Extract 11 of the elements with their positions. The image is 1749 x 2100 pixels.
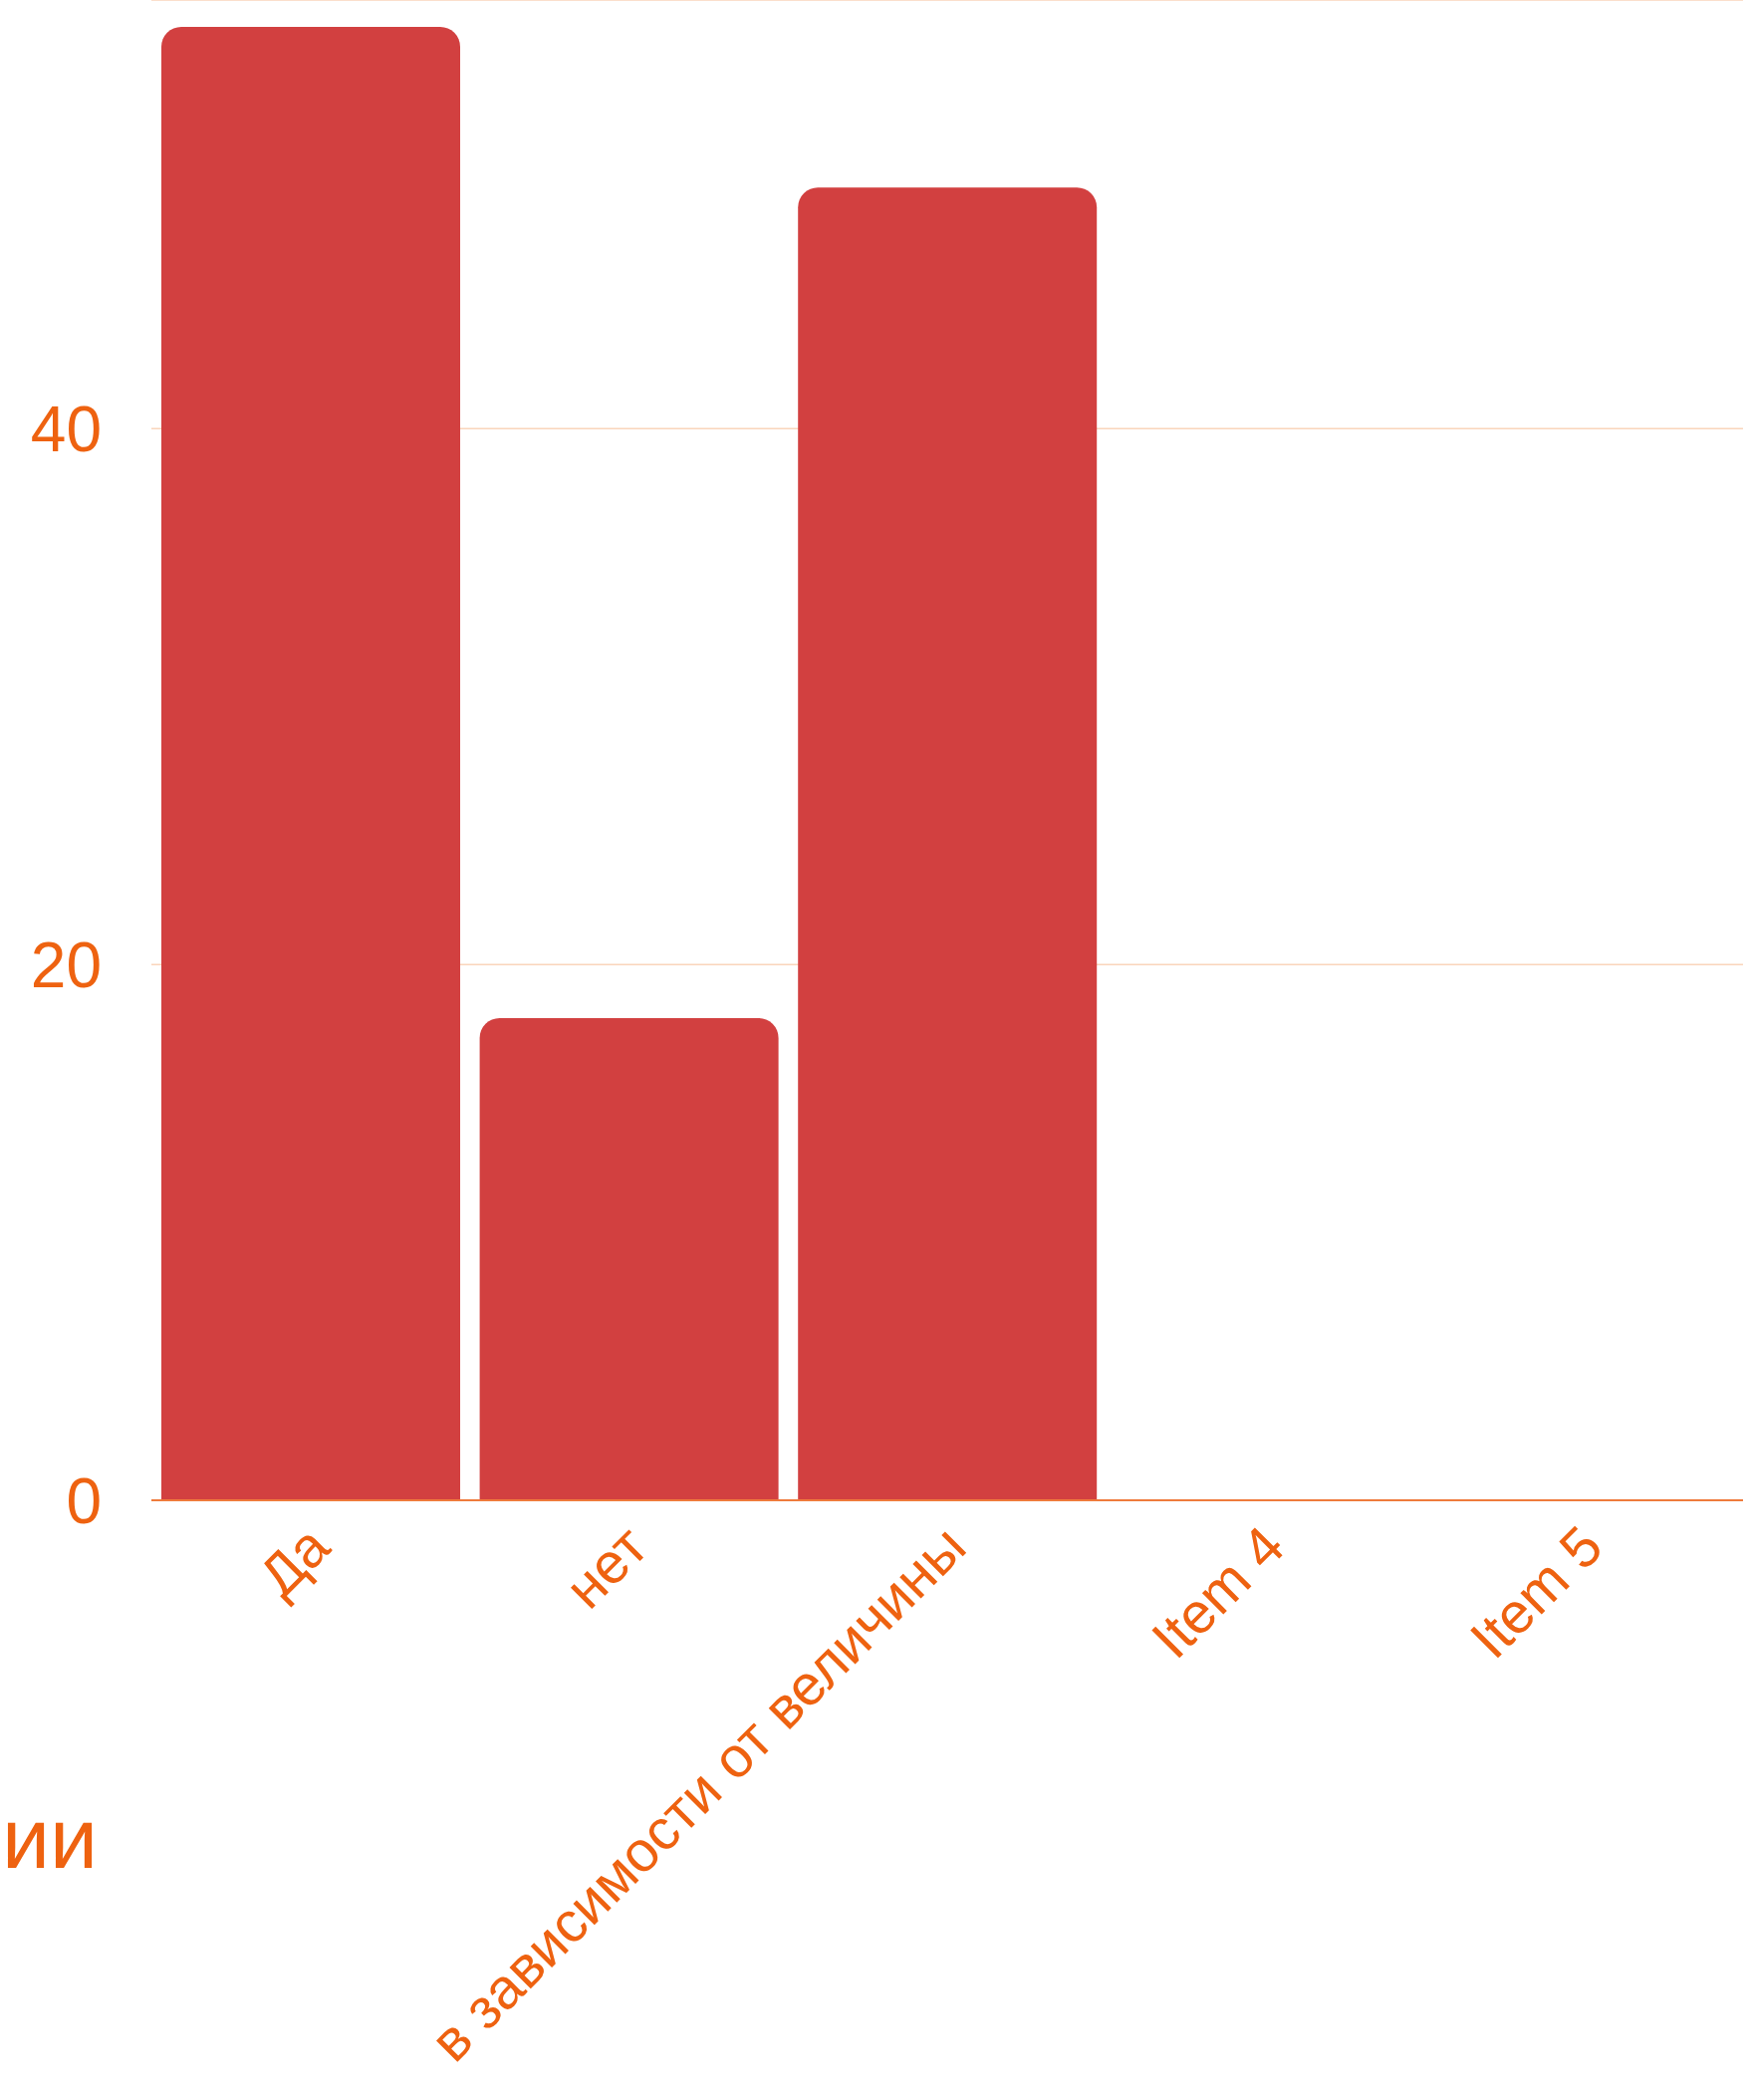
bar xyxy=(479,1017,779,1500)
x-tick-label: Да xyxy=(246,1513,342,1609)
bar xyxy=(161,26,460,1500)
y-tick-label: 20 xyxy=(30,928,102,1001)
bar xyxy=(798,187,1098,1500)
x-tick-label: нет xyxy=(552,1513,659,1621)
x-tick-label: Item 5 xyxy=(1457,1513,1615,1671)
y-tick-label: 0 xyxy=(66,1464,102,1537)
text: ии xyxy=(2,1789,99,1888)
y-tick-label: 40 xyxy=(30,394,102,466)
x-tick-label: Item 4 xyxy=(1138,1513,1297,1671)
